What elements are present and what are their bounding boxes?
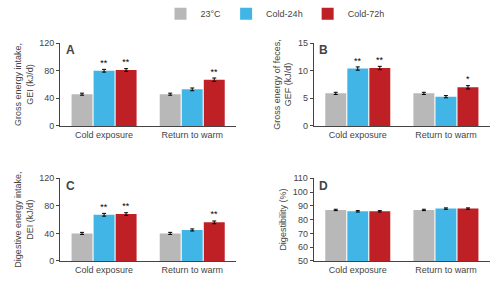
svg-text:**: ** <box>211 67 219 77</box>
svg-text:**: ** <box>122 201 130 211</box>
svg-text:40: 40 <box>44 229 54 239</box>
svg-text:Return to warm: Return to warm <box>415 265 477 275</box>
svg-text:C: C <box>66 179 75 193</box>
svg-text:80: 80 <box>298 215 308 225</box>
svg-text:Return to warm: Return to warm <box>415 130 477 140</box>
svg-text:0: 0 <box>49 121 54 131</box>
svg-text:**: ** <box>376 55 384 65</box>
svg-text:110: 110 <box>294 173 308 183</box>
svg-text:A: A <box>66 43 75 57</box>
svg-text:0: 0 <box>49 256 54 266</box>
svg-text:Gross energy intake,GEI (kJ/d): Gross energy intake,GEI (kJ/d) <box>13 43 35 126</box>
svg-text:Cold-72h: Cold-72h <box>348 9 385 19</box>
svg-text:**: ** <box>100 202 108 212</box>
svg-text:Cold-24h: Cold-24h <box>266 9 303 19</box>
svg-text:80: 80 <box>44 66 54 76</box>
svg-text:Digestibility (%): Digestibility (%) <box>278 189 288 251</box>
svg-text:**: ** <box>211 209 219 219</box>
svg-text:Cold exposure: Cold exposure <box>329 130 387 140</box>
svg-text:Gross energy of feces,GEF (kJ/: Gross energy of feces,GEF (kJ/d) <box>272 39 294 130</box>
svg-text:Digestive energy intake,DEI (k: Digestive energy intake,DEI (kJ/d) <box>13 172 35 268</box>
svg-text:50: 50 <box>298 256 308 266</box>
svg-text:120: 120 <box>39 173 54 183</box>
svg-text:Return to warm: Return to warm <box>161 265 223 275</box>
svg-text:70: 70 <box>298 229 308 239</box>
svg-text:100: 100 <box>293 187 308 197</box>
svg-text:0: 0 <box>303 121 308 131</box>
svg-text:**: ** <box>354 56 362 66</box>
svg-text:23°C: 23°C <box>201 9 222 19</box>
svg-text:80: 80 <box>44 201 54 211</box>
svg-text:15: 15 <box>298 38 308 48</box>
svg-text:Return to warm: Return to warm <box>161 130 223 140</box>
svg-text:40: 40 <box>44 93 54 103</box>
svg-text:10: 10 <box>298 66 308 76</box>
svg-text:**: ** <box>100 58 108 68</box>
svg-text:B: B <box>319 43 328 57</box>
svg-text:5: 5 <box>303 93 308 103</box>
svg-text:Cold exposure: Cold exposure <box>75 265 133 275</box>
svg-text:60: 60 <box>298 242 308 252</box>
svg-text:Cold exposure: Cold exposure <box>329 265 387 275</box>
svg-text:Cold exposure: Cold exposure <box>75 130 133 140</box>
svg-text:D: D <box>319 179 328 193</box>
svg-text:*: * <box>466 74 470 84</box>
svg-text:90: 90 <box>298 201 308 211</box>
svg-text:**: ** <box>122 57 130 67</box>
svg-text:120: 120 <box>39 38 54 48</box>
